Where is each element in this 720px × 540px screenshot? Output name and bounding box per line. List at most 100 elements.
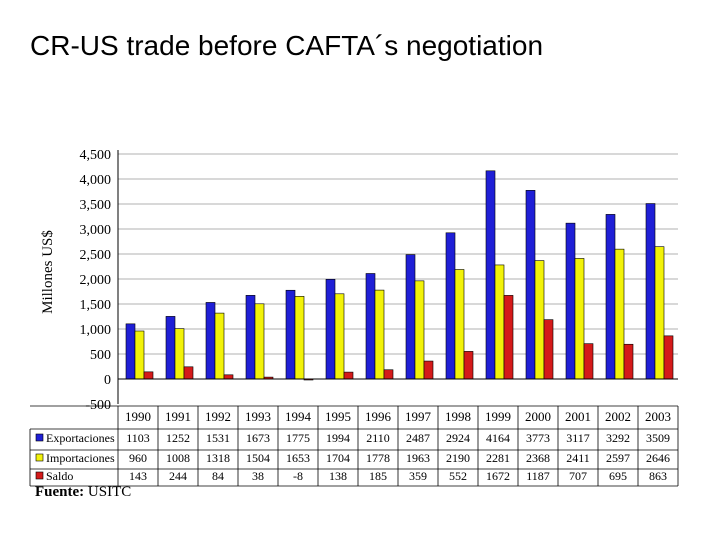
bar-importaciones-1996: [374, 289, 385, 380]
data-table: 1990 1991 1992 1993 1994 1995 1996 1997 1998 1999…: [29, 405, 679, 487]
table-year-1999: 1999: [485, 409, 511, 424]
bar-saldo-2003: [663, 335, 674, 380]
table-year-2002: 2002: [605, 409, 631, 424]
bar-exportaciones-2000: [525, 190, 536, 380]
bar-exportaciones-1995: [325, 278, 336, 380]
table-cell: 863: [649, 469, 667, 483]
table-cell: 1673: [246, 431, 270, 445]
legend-key-saldo: [35, 471, 44, 480]
bar-importaciones-1993: [254, 303, 265, 380]
bar-importaciones-1999: [494, 264, 505, 380]
table-cell: 2646: [646, 451, 670, 465]
table-cell: 1008: [166, 451, 190, 465]
bar-exportaciones-1998: [445, 232, 456, 380]
bar-exportaciones-2003: [645, 203, 656, 380]
table-cell: 695: [609, 469, 627, 483]
y-tick-label: 4,500: [80, 148, 112, 163]
bar-saldo-2001: [583, 343, 594, 380]
table-year-1990: 1990: [125, 409, 151, 424]
table-cell: 1252: [166, 431, 190, 445]
bar-importaciones-2001: [574, 258, 585, 380]
axes: [117, 150, 678, 404]
y-tick-label: 3,500: [80, 198, 112, 213]
table-cell: 707: [569, 469, 587, 483]
table-year-1997: 1997: [405, 409, 432, 424]
table-cell: 138: [329, 469, 347, 483]
bar-importaciones-1998: [454, 269, 465, 380]
table-cell: 1187: [526, 469, 550, 483]
slide-title: CR-US trade before CAFTA´s negotiation: [30, 30, 544, 61]
y-tick-label: 2,000: [80, 273, 112, 288]
table-year-1991: 1991: [165, 409, 191, 424]
source-note: Fuente: USITC: [35, 484, 131, 501]
bar-importaciones-1991: [174, 328, 185, 380]
bar-saldo-2000: [543, 319, 554, 380]
bar-exportaciones-1990: [125, 323, 136, 380]
table-cell: 1775: [286, 431, 310, 445]
table-cell: 2110: [366, 431, 390, 445]
bar-saldo-2002: [623, 343, 634, 380]
table-year-1995: 1995: [325, 409, 351, 424]
bar-exportaciones-1997: [405, 254, 416, 380]
y-tick-label: 1,500: [80, 298, 112, 313]
table-year-2000: 2000: [525, 409, 551, 424]
source-value: USITC: [87, 484, 132, 500]
bar-importaciones-1994: [294, 296, 305, 380]
table-year-2001: 2001: [565, 409, 591, 424]
table-cell: 3509: [646, 431, 670, 445]
table-cell: 960: [129, 451, 147, 465]
table-year-1998: 1998: [445, 409, 471, 424]
table-year-2003: 2003: [645, 409, 671, 424]
table-cell: 2597: [606, 451, 630, 465]
bars: [125, 170, 674, 381]
bar-importaciones-1990: [134, 330, 145, 380]
table-cell: 3117: [566, 431, 590, 445]
bar-saldo-1992: [223, 374, 234, 380]
y-tick-label: 500: [90, 348, 111, 363]
bar-importaciones-1992: [214, 312, 225, 380]
bar-saldo-1990: [143, 371, 154, 380]
y-axis-ticks: -500 0 500 1,000 1,500 2,000 2,500 3,000 3,500 4,…: [80, 148, 112, 413]
bar-exportaciones-1991: [165, 316, 176, 380]
table-cell: 4164: [486, 431, 510, 445]
table-year-1994: 1994: [285, 409, 312, 424]
bar-exportaciones-2001: [565, 222, 576, 380]
bar-exportaciones-1993: [245, 295, 256, 380]
table-cell: 2924: [446, 431, 470, 445]
legend-label-exportaciones: Exportaciones: [46, 431, 115, 445]
table-year-1992: 1992: [205, 409, 231, 424]
table-cell: 1672: [486, 469, 510, 483]
bar-saldo-1996: [383, 369, 394, 380]
bar-importaciones-2003: [654, 246, 665, 380]
table-year-1993: 1993: [245, 409, 271, 424]
table-year-1996: 1996: [365, 409, 392, 424]
table-cell: 2487: [406, 431, 430, 445]
legend-label-importaciones: Importaciones: [46, 451, 115, 465]
y-tick-label: 3,000: [80, 223, 112, 238]
table-cell: -8: [293, 469, 303, 483]
table-cell: 3292: [606, 431, 630, 445]
table-cell: 84: [212, 469, 224, 483]
table-cell: 1318: [206, 451, 230, 465]
table-cell: 185: [369, 469, 387, 483]
table-cell: 1778: [366, 451, 390, 465]
bar-importaciones-1995: [334, 293, 345, 380]
table-cell: 1994: [326, 431, 350, 445]
bar-saldo-1995: [343, 371, 354, 380]
bar-importaciones-2000: [534, 260, 545, 380]
bar-exportaciones-1999: [485, 170, 496, 380]
y-tick-label: 2,500: [80, 248, 112, 263]
table-cell: 2368: [526, 451, 550, 465]
table-cell: 1504: [246, 451, 270, 465]
table-cell: 2281: [486, 451, 510, 465]
table-cell: 2411: [566, 451, 590, 465]
table-cell: 38: [252, 469, 264, 483]
legend-key-importaciones: [35, 453, 44, 462]
y-tick-label: -500: [85, 398, 111, 413]
y-tick-label: 1,000: [80, 323, 112, 338]
bar-saldo-1998: [463, 351, 474, 380]
bar-exportaciones-2002: [605, 214, 616, 380]
table-cell: 1103: [126, 431, 150, 445]
table-cell: 552: [449, 469, 467, 483]
